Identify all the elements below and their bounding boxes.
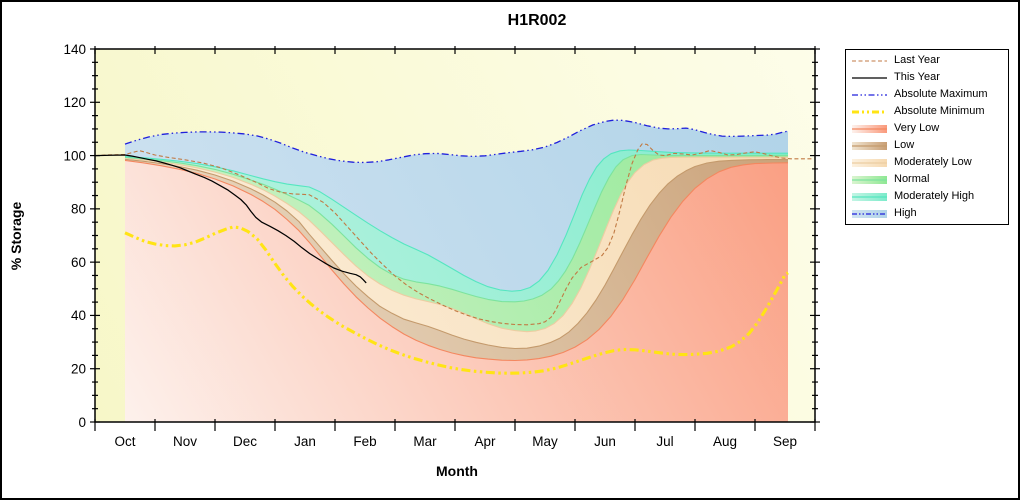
legend: Last Year This Year Absolute Maximum Absolu… <box>845 49 1009 225</box>
y-axis-label: % Storage <box>8 201 24 271</box>
x-tick-label-dec: Dec <box>233 434 257 449</box>
x-tick-label-apr: Apr <box>474 434 496 449</box>
band-very-low <box>125 160 788 422</box>
legend-item-label: Absolute Minimum <box>894 105 985 117</box>
x-tick-label-may: May <box>532 434 558 449</box>
x-tick-label-aug: Aug <box>713 434 737 449</box>
y-tick-label: 80 <box>71 202 86 217</box>
boundary-mh_top <box>124 149 788 292</box>
legend-item-label: Last Year <box>894 54 940 66</box>
y-tick-label: 0 <box>78 415 86 430</box>
legend-swatch <box>852 192 887 201</box>
x-tick-label-jan: Jan <box>294 434 316 449</box>
legend-swatch <box>852 158 887 167</box>
legend-swatch <box>852 209 887 218</box>
legend-item-label: Very Low <box>894 122 940 134</box>
x-tick-label-mar: Mar <box>413 434 437 449</box>
legend-swatch <box>852 175 887 184</box>
legend-item-absolute-minimum: Absolute Minimum <box>851 104 1008 120</box>
legend-item-very-low: Very Low <box>851 121 1008 137</box>
chart-title: H1R002 <box>507 12 567 29</box>
y-tick-label: 140 <box>63 42 86 57</box>
legend-item-low: Low <box>851 138 1008 154</box>
legend-swatch <box>852 110 887 113</box>
y-tick-label: 60 <box>71 255 86 270</box>
x-tick-label-sep: Sep <box>773 434 797 449</box>
legend-item-last-year: Last Year <box>851 53 1008 69</box>
legend-swatch <box>852 59 887 62</box>
legend-item-label: Moderately High <box>894 190 975 202</box>
line-last-year <box>94 143 814 326</box>
y-tick-label: 100 <box>63 148 86 163</box>
boundary-low_top <box>124 158 788 350</box>
y-tick-label: 20 <box>71 362 86 377</box>
boundary-vl_top <box>124 159 789 362</box>
legend-item-moderately-high: Moderately High <box>851 189 1008 205</box>
line-abs-min <box>124 225 789 375</box>
legend-item-moderately-low: Moderately Low <box>851 155 1008 171</box>
axis-ticks <box>90 46 820 431</box>
band-normal <box>125 154 788 332</box>
x-tick-label-oct: Oct <box>114 434 135 449</box>
axis-tick-labels: 0 20 40 60 80 100 120 140 Oct Nov Dec Jan Feb Mar Apr M… <box>63 42 797 449</box>
band-moderately-low <box>125 157 788 349</box>
line-this-year <box>94 154 367 284</box>
y-tick-label: 120 <box>63 95 86 110</box>
legend-item-label: Normal <box>894 173 930 185</box>
band-high <box>125 120 788 292</box>
x-tick-label-feb: Feb <box>353 434 376 449</box>
x-axis-label: Month <box>436 463 478 479</box>
legend-swatch <box>852 124 887 133</box>
legend-item-label: Low <box>894 139 915 151</box>
x-tick-label-jun: Jun <box>594 434 616 449</box>
legend-item-absolute-maximum: Absolute Maximum <box>851 87 1008 103</box>
legend-item-label: Absolute Maximum <box>894 88 988 100</box>
x-tick-label-jul: Jul <box>656 434 673 449</box>
band-moderately-high <box>125 150 788 302</box>
line-abs-max <box>124 119 789 164</box>
legend-item-this-year: This Year <box>851 70 1008 86</box>
y-tick-label: 40 <box>71 308 86 323</box>
boundary-ml_top <box>124 156 788 333</box>
legend-item-high: High <box>851 206 1008 222</box>
legend-item-label: High <box>894 207 917 219</box>
legend-swatch <box>852 141 887 150</box>
legend-item-normal: Normal <box>851 172 1008 188</box>
legend-swatch <box>852 76 887 79</box>
x-tick-label-nov: Nov <box>173 434 197 449</box>
legend-item-label: Moderately Low <box>894 156 972 168</box>
legend-item-label: This Year <box>894 71 940 83</box>
boundary-normal_top <box>124 153 789 303</box>
legend-swatch <box>852 93 887 96</box>
